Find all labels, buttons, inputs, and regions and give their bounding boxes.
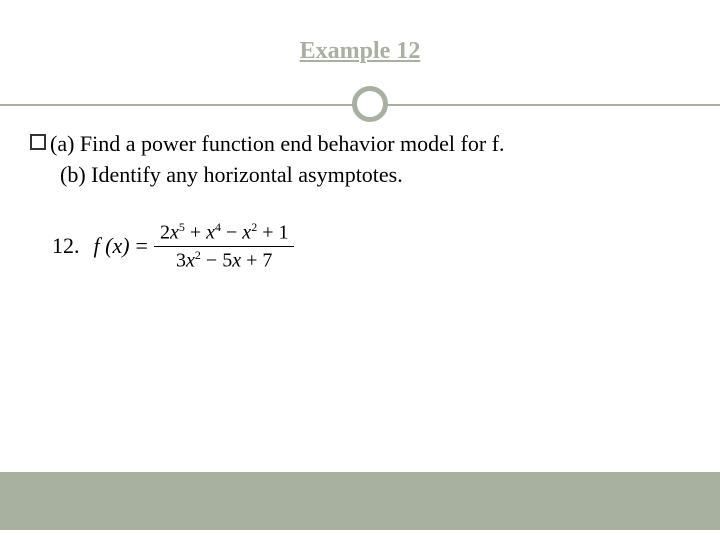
footer-band <box>0 472 720 530</box>
fraction-bar <box>154 246 295 248</box>
header: Example 12 <box>0 0 720 65</box>
bullet-square-icon <box>30 134 46 150</box>
text-line-a: (a) Find a power function end behavior m… <box>50 130 505 159</box>
equals-sign: = <box>136 233 148 259</box>
circle-ornament-icon <box>352 86 388 122</box>
bullet-row-a: (a) Find a power function end behavior m… <box>30 130 690 159</box>
function-lhs: f (x) <box>94 233 130 259</box>
content-area: (a) Find a power function end behavior m… <box>30 130 690 189</box>
formula-row: 12. f (x) = 2x5 + x4 − x2 + 1 3x2 − 5x +… <box>52 220 294 273</box>
slide-title: Example 12 <box>0 38 720 65</box>
slide-container: Example 12 (a) Find a power function end… <box>0 0 720 540</box>
denominator: 3x2 − 5x + 7 <box>170 248 278 273</box>
numerator: 2x5 + x4 − x2 + 1 <box>154 220 295 245</box>
problem-number: 12. <box>52 233 80 259</box>
fraction: 2x5 + x4 − x2 + 1 3x2 − 5x + 7 <box>154 220 295 273</box>
formula-area: 12. f (x) = 2x5 + x4 − x2 + 1 3x2 − 5x +… <box>52 220 294 273</box>
text-line-b: (b) Identify any horizontal asymptotes. <box>60 161 690 190</box>
